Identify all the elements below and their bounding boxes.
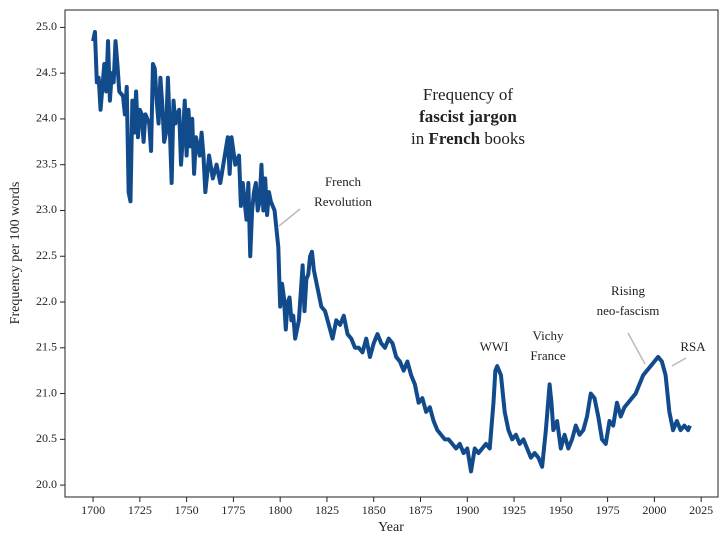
y-tick-label: 24.5 [36,65,57,79]
annotation: Rising [611,283,645,298]
y-tick-label: 20.5 [36,431,57,445]
y-tick-label: 20.0 [36,477,57,491]
x-tick-label: 1900 [455,503,479,517]
y-tick-label: 23.0 [36,202,57,216]
leader-line [278,208,301,227]
x-tick-label: 1975 [596,503,620,517]
y-tick-label: 21.0 [36,385,57,399]
title-text: Frequency of [423,85,514,104]
title-text: in [411,129,425,148]
title-line: Frequency of [423,85,514,104]
title-line: in French books [411,129,525,148]
annotation: France [530,348,566,363]
y-tick-label: 22.5 [36,248,57,262]
x-axis-label: Year [378,520,404,535]
title-text: French [428,129,480,148]
x-tick-label: 1850 [362,503,386,517]
x-tick-label: 1950 [549,503,573,517]
annotation: Vichy [533,328,564,343]
x-tick-label: 1700 [81,503,105,517]
title-text: fascist jargon [419,107,517,126]
y-tick-label: 25.0 [36,19,57,33]
annotation: Revolution [314,194,372,209]
y-axis-label: Frequency per 100 words [8,182,23,325]
annotation: neo-fascism [597,303,660,318]
x-tick-label: 1800 [268,503,292,517]
x-tick-label: 1875 [409,503,433,517]
leader-line [671,357,687,367]
y-tick-label: 21.5 [36,340,57,354]
annotation: RSA [680,339,706,354]
x-tick-label: 1725 [128,503,152,517]
annotation: WWI [480,339,509,354]
title-text: books [484,129,525,148]
x-tick-label: 1775 [221,503,245,517]
plot-frame [64,9,719,498]
x-tick-label: 1750 [175,503,199,517]
y-tick-label: 24.0 [36,111,57,125]
y-tick-label: 23.5 [36,156,57,170]
x-tick-label: 1925 [502,503,526,517]
data-line [91,29,692,474]
x-tick-label: 2025 [689,503,713,517]
annotation: French [325,174,362,189]
title-line: fascist jargon [419,107,517,126]
y-tick-label: 22.0 [36,294,57,308]
leader-line [627,332,646,365]
x-tick-label: 2000 [642,503,666,517]
x-tick-label: 1825 [315,503,339,517]
